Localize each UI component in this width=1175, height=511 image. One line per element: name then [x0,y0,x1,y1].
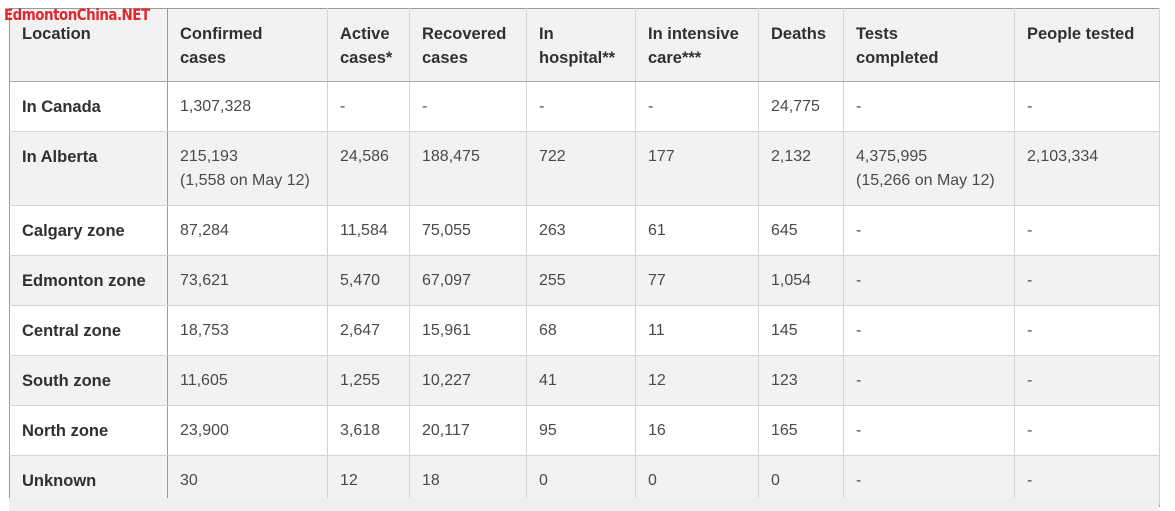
cell-confirmed: 18,753 [167,305,328,356]
cell-location: Central zone [9,305,168,356]
cell-deaths: 24,775 [758,81,844,132]
header-deaths: Deaths [758,8,844,82]
cell-deaths: 123 [758,355,844,406]
cell-deaths: 165 [758,405,844,456]
table-row: In Alberta 215,193 (1,558 on May 12) 24,5… [9,131,1160,206]
cell-recovered: 75,055 [409,205,527,256]
cell-hospital: 255 [526,255,636,306]
cell-people-tested: - [1014,81,1160,132]
header-recovered-cases: Recovered cases [409,8,527,82]
header-in-intensive-care: In intensive care*** [635,8,759,82]
header-in-hospital: In hospital** [526,8,636,82]
cell-active: - [327,81,410,132]
cell-recovered: 20,117 [409,405,527,456]
cell-hospital: 41 [526,355,636,406]
cell-confirmed: 23,900 [167,405,328,456]
cell-active: 3,618 [327,405,410,456]
cell-active: 24,586 [327,131,410,206]
cell-recovered: - [409,81,527,132]
cell-people-tested: - [1014,305,1160,356]
cell-location: South zone [9,355,168,406]
cell-hospital: 722 [526,131,636,206]
cell-recovered: 67,097 [409,255,527,306]
cell-active: 5,470 [327,255,410,306]
cell-icu: 77 [635,255,759,306]
cell-tests: - [843,405,1015,456]
table-header-row: Location Confirmed cases Active cases* Rec… [9,8,1160,82]
cell-confirmed: 1,307,328 [167,81,328,132]
cell-icu: 16 [635,405,759,456]
cell-deaths: 145 [758,305,844,356]
cell-tests: - [843,205,1015,256]
cell-active: 11,584 [327,205,410,256]
cell-recovered: 188,475 [409,131,527,206]
cell-tests: - [843,305,1015,356]
covid-stats-table-container: Location Confirmed cases Active cases* Rec… [9,8,1160,507]
cell-icu: 177 [635,131,759,206]
cell-confirmed: 73,621 [167,255,328,306]
table-footer-strip [9,498,1159,511]
cell-confirmed: 87,284 [167,205,328,256]
cell-recovered: 15,961 [409,305,527,356]
table-row: Calgary zone 87,284 11,584 75,055 263 61… [9,205,1160,256]
cell-location: North zone [9,405,168,456]
table-row: In Canada 1,307,328 - - - - 24,775 - - [9,81,1160,132]
cell-people-tested: - [1014,255,1160,306]
cell-confirmed: 215,193 (1,558 on May 12) [167,131,328,206]
watermark-logo: EdmontonChina.NET [4,5,150,24]
cell-icu: - [635,81,759,132]
cell-tests: - [843,255,1015,306]
cell-icu: 61 [635,205,759,256]
cell-hospital: 68 [526,305,636,356]
cell-hospital: 263 [526,205,636,256]
header-location: Location [9,8,168,82]
cell-hospital: - [526,81,636,132]
cell-deaths: 1,054 [758,255,844,306]
cell-tests: 4,375,995 (15,266 on May 12) [843,131,1015,206]
header-confirmed-cases: Confirmed cases [167,8,328,82]
cell-people-tested: 2,103,334 [1014,131,1160,206]
header-tests-completed: Tests completed [843,8,1015,82]
header-people-tested: People tested [1014,8,1160,82]
cell-location: In Alberta [9,131,168,206]
table-row: Edmonton zone 73,621 5,470 67,097 255 77… [9,255,1160,306]
table-row: South zone 11,605 1,255 10,227 41 12 123… [9,355,1160,406]
cell-people-tested: - [1014,405,1160,456]
cell-location: Edmonton zone [9,255,168,306]
header-active-cases: Active cases* [327,8,410,82]
cell-active: 1,255 [327,355,410,406]
cell-people-tested: - [1014,205,1160,256]
cell-people-tested: - [1014,355,1160,406]
cell-tests: - [843,81,1015,132]
cell-confirmed: 11,605 [167,355,328,406]
cell-deaths: 2,132 [758,131,844,206]
cell-location: In Canada [9,81,168,132]
cell-active: 2,647 [327,305,410,356]
table-row: North zone 23,900 3,618 20,117 95 16 165… [9,405,1160,456]
covid-stats-table: Location Confirmed cases Active cases* Rec… [9,8,1160,507]
table-row: Central zone 18,753 2,647 15,961 68 11 1… [9,305,1160,356]
cell-icu: 12 [635,355,759,406]
cell-deaths: 645 [758,205,844,256]
cell-location: Calgary zone [9,205,168,256]
cell-tests: - [843,355,1015,406]
cell-icu: 11 [635,305,759,356]
cell-recovered: 10,227 [409,355,527,406]
cell-hospital: 95 [526,405,636,456]
